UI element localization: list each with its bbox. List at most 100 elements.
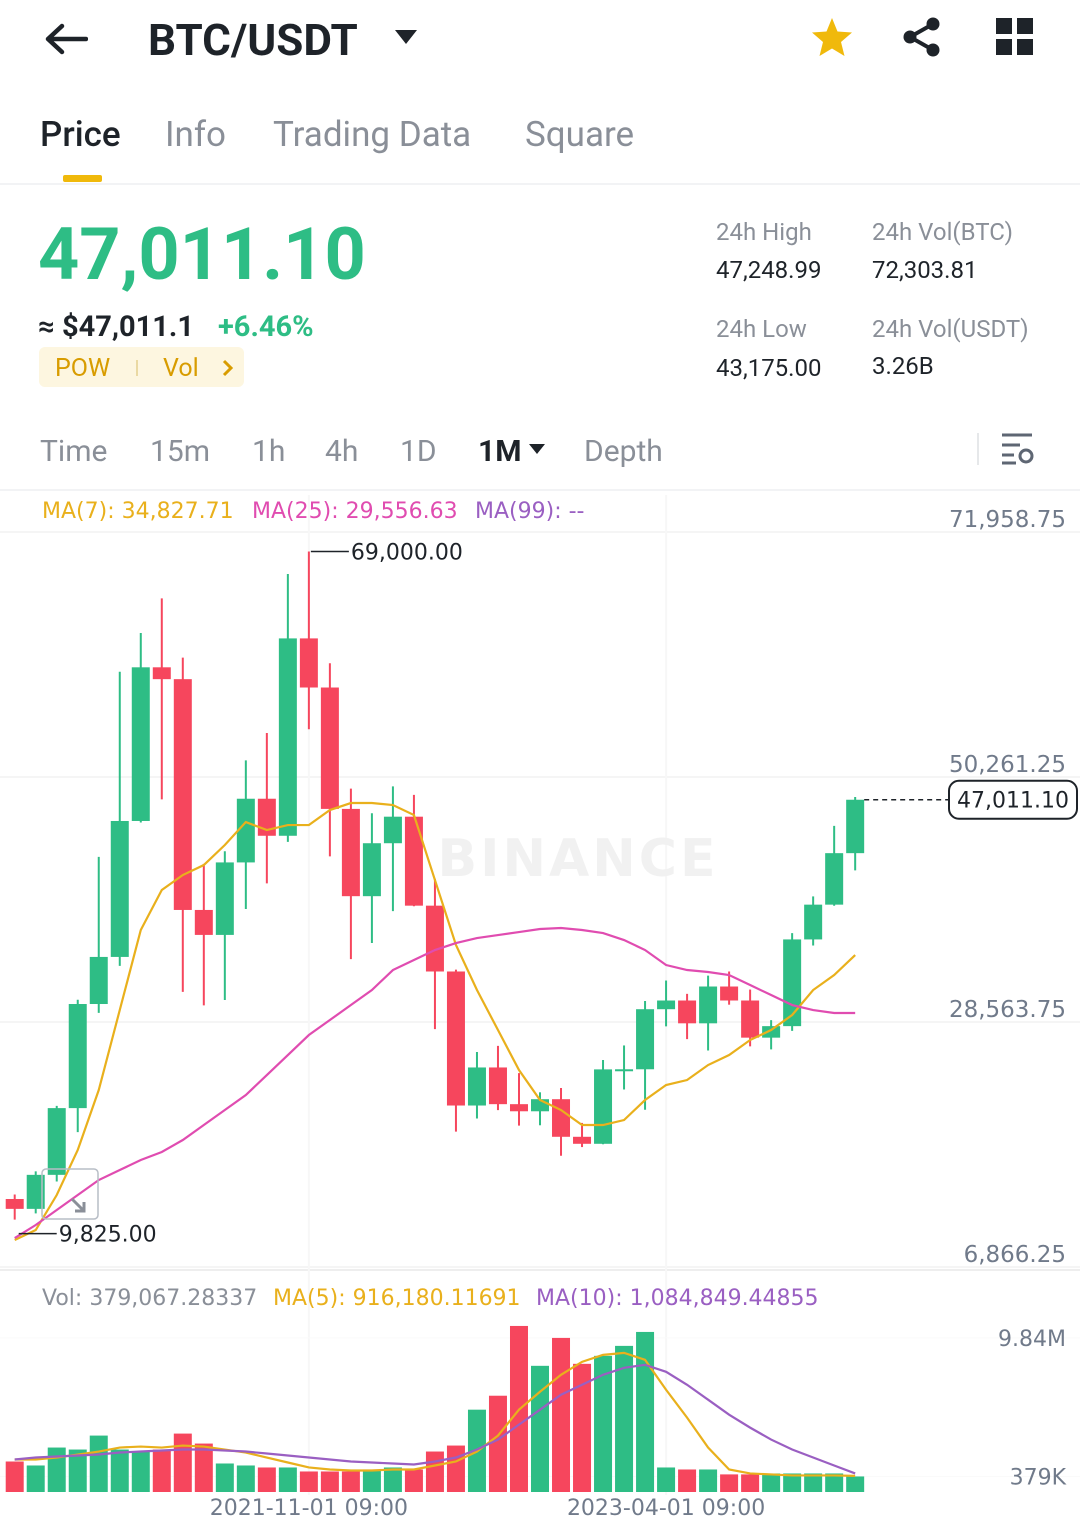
candle-body (825, 853, 844, 905)
last-price-tag (948, 779, 1078, 820)
vol-tick-label: 9.84M (998, 1327, 1066, 1352)
interval[interactable]: 4h (325, 434, 359, 469)
interval[interactable]: Depth (584, 434, 663, 469)
divider (977, 433, 979, 465)
stat-value: 47,248.99 (716, 256, 822, 284)
candle-body (846, 799, 865, 854)
vol-ma-line (14, 1351, 856, 1477)
price-change: +6.46% (218, 310, 314, 344)
ma-legend: MA(99): -- (475, 499, 584, 524)
candle-body (720, 986, 739, 1001)
watermark: BINANCE (438, 829, 719, 889)
tag-chip[interactable] (39, 347, 244, 387)
active-tab-indicator (63, 175, 102, 182)
volume-bar (257, 1467, 276, 1492)
candle-body (215, 862, 234, 935)
chart-settings-icon[interactable] (1000, 432, 1036, 466)
favorite-star[interactable] (810, 16, 854, 58)
ma-line (14, 926, 856, 1239)
volume-bar (573, 1363, 592, 1492)
volume-bar (762, 1473, 781, 1492)
candle-body (678, 1000, 697, 1024)
volume-bar (615, 1345, 634, 1492)
volume-bar (383, 1467, 402, 1492)
volume-bar (425, 1451, 444, 1492)
x-tick-label: 2021-11-01 09:00 (210, 1496, 408, 1521)
volume-bar (741, 1474, 760, 1492)
volume-bar (152, 1449, 171, 1492)
volume-bar (404, 1469, 423, 1492)
candle-body (68, 1004, 87, 1109)
candle-body (804, 904, 823, 940)
candle-body (320, 687, 339, 809)
volume-bar (173, 1433, 192, 1492)
last-price-label: 47,011.10 (957, 789, 1069, 814)
ma-legend: MA(7): 34,827.71 (42, 499, 234, 524)
share-icon[interactable] (900, 16, 944, 58)
zoom-arrow (70, 1197, 86, 1213)
divider (0, 489, 1080, 491)
candle-body (299, 638, 318, 688)
volume-bar (194, 1443, 213, 1492)
stat-label: 24h Vol(BTC) (872, 218, 1013, 246)
candle-body (657, 1000, 676, 1010)
tab[interactable]: Trading Data (273, 114, 472, 155)
tab[interactable]: Info (165, 114, 226, 155)
tab[interactable]: Price (40, 114, 121, 155)
candle-body (699, 986, 718, 1024)
candle-body (425, 905, 444, 972)
volume-bar (299, 1471, 318, 1492)
candle-body (362, 843, 381, 897)
candle-body (341, 808, 360, 897)
candle-body (467, 1067, 486, 1106)
tab[interactable]: Square (525, 114, 635, 155)
y-tick-label: 50,261.25 (949, 752, 1066, 778)
volume-bar (278, 1467, 297, 1492)
volume-bar (594, 1355, 613, 1492)
y-tick-label: 28,563.75 (949, 997, 1066, 1023)
volume-bar (825, 1473, 844, 1492)
volume-bar (846, 1476, 865, 1492)
grid-menu-icon[interactable] (996, 18, 1034, 56)
back-button[interactable] (44, 22, 88, 56)
tag: POW (55, 354, 111, 383)
candle-body (446, 971, 465, 1106)
pair-caret[interactable] (393, 28, 419, 46)
interval[interactable]: 15m (150, 434, 211, 469)
volume-bar (783, 1473, 802, 1492)
volume-bar (320, 1471, 339, 1492)
volume-bar (47, 1447, 66, 1492)
volume-bar (131, 1451, 150, 1492)
volume-bar (552, 1337, 571, 1492)
volume-bar (531, 1365, 549, 1492)
candle-body (741, 1000, 760, 1038)
volume-bar (362, 1469, 381, 1492)
interval[interactable]: Time (40, 434, 108, 469)
stat-label: 24h Vol(USDT) (872, 315, 1029, 343)
y-tick-label: 6,866.25 (964, 1242, 1066, 1268)
volume-bar (446, 1445, 465, 1492)
volume-bar (215, 1463, 234, 1492)
volume-bar (236, 1465, 255, 1492)
candle-body (278, 638, 297, 836)
candle-body (26, 1174, 45, 1209)
volume-bar (720, 1474, 739, 1492)
volume-bar (804, 1473, 823, 1492)
ma-line (14, 801, 856, 1242)
pair-title[interactable]: BTC/USDT (148, 14, 358, 66)
volume-bar (110, 1449, 129, 1492)
interval-caret[interactable] (528, 443, 546, 455)
candle-body (404, 816, 423, 906)
candle-body (762, 1026, 781, 1038)
candle-body (552, 1099, 571, 1137)
annotation-label: 9,825.00 (59, 1223, 157, 1248)
chart: 71,958.75 50,261.25 28,563.75 6,866.25 2021-… (0, 495, 1080, 1521)
interval[interactable]: 1D (400, 434, 437, 469)
candle-body (47, 1108, 66, 1175)
interval[interactable]: 1h (252, 434, 286, 469)
stat-value: 3.26B (872, 352, 934, 380)
zoom-icon (41, 1168, 99, 1220)
interval[interactable]: 1M (478, 434, 522, 469)
volume-bar (26, 1465, 45, 1492)
